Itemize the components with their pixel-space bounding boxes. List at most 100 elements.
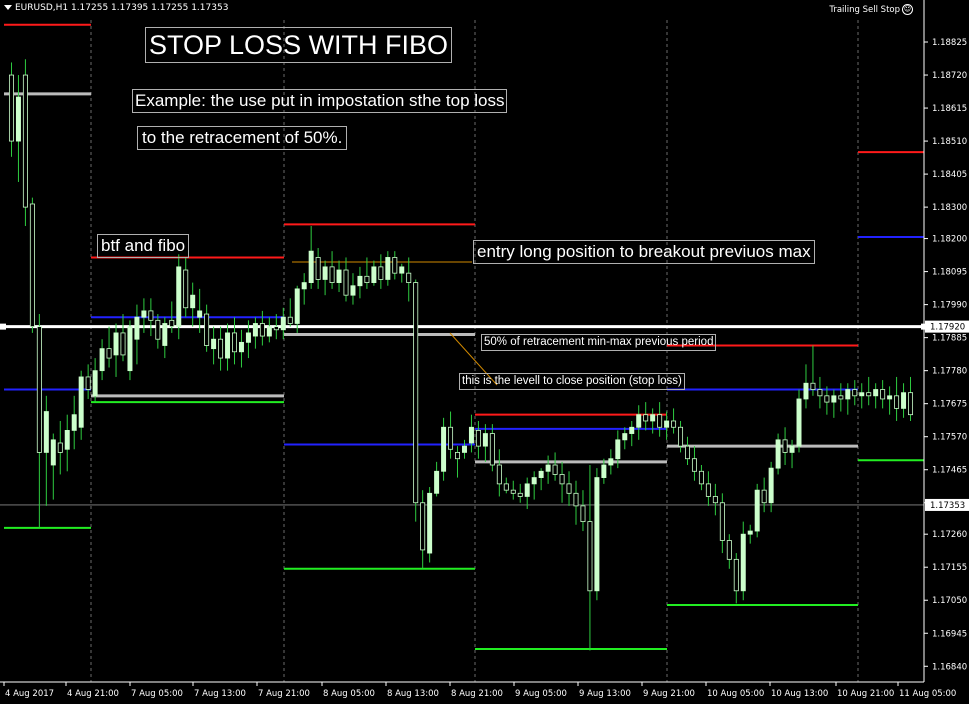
smiley-icon[interactable]: ☺ — [902, 4, 913, 15]
candle-body-61 — [434, 470, 440, 494]
symbol-label: EURUSD,H1 1.17255 1.17395 1.17255 1.1735… — [15, 3, 229, 13]
x-tick-label-5: 8 Aug 05:00 — [323, 689, 375, 699]
candle-body-39 — [280, 316, 286, 331]
stoploss-pointer-line — [449, 332, 498, 386]
candle-body-38 — [273, 326, 279, 331]
candle-body-71 — [503, 483, 509, 491]
y-tick-label-18: 1.16945 — [932, 629, 967, 639]
candle-body-28 — [204, 313, 210, 346]
symbol-header[interactable]: EURUSD,H1 1.17255 1.17395 1.17255 1.1735… — [4, 3, 228, 13]
candle-body-105 — [740, 533, 746, 592]
chart-note-example-line1[interactable]: Example: the use put in impostation sthe… — [132, 89, 508, 113]
candle-body-59 — [420, 502, 426, 551]
candle-body-101 — [712, 496, 718, 504]
y-tick-label-9: 1.17885 — [932, 334, 967, 344]
candle-body-67 — [475, 430, 481, 447]
candle-body-9 — [71, 414, 77, 431]
candle-body-30 — [218, 338, 224, 359]
dropdown-triangle-icon[interactable] — [4, 5, 12, 10]
candle-body-17 — [127, 326, 133, 372]
candle-body-26 — [190, 294, 196, 309]
candle-body-98 — [691, 458, 697, 472]
level-price-tag — [925, 320, 969, 333]
candle-body-77 — [545, 464, 551, 472]
candle-body-5 — [43, 411, 49, 453]
grid-lines — [90, 20, 859, 682]
candle-body-92 — [650, 414, 656, 422]
x-tick-label-10: 9 Aug 21:00 — [643, 689, 695, 699]
candle-body-51 — [364, 275, 370, 283]
y-tick-label-5: 1.18300 — [932, 203, 967, 213]
candle-body-103 — [726, 540, 732, 560]
candle-body-10 — [78, 376, 84, 428]
candle-body-91 — [643, 414, 649, 422]
candle-body-29 — [211, 338, 217, 350]
x-tick-label-0: 4 Aug 2017 — [5, 689, 54, 699]
y-tick-label-19: 1.16840 — [932, 662, 967, 672]
x-tick-label-14: 11 Aug 05:00 — [899, 689, 956, 699]
expert-advisor-label[interactable]: Trailing Sell Stop ☺ — [829, 4, 913, 15]
candle-body-94 — [664, 420, 670, 428]
candle-body-19 — [141, 310, 147, 318]
chart-note-title[interactable]: STOP LOSS WITH FIBO — [145, 27, 453, 63]
y-tick-label-0: 1.18825 — [932, 38, 967, 48]
candle-body-41 — [294, 288, 300, 324]
chart-note-fifty[interactable]: 50% of retracement min-max previous peri… — [481, 334, 717, 351]
candle-body-83 — [587, 521, 593, 592]
candle-body-34 — [245, 332, 251, 343]
candle-body-73 — [517, 492, 523, 497]
candle-body-25 — [183, 269, 189, 309]
candle-body-43 — [308, 250, 314, 283]
candle-body-102 — [719, 502, 725, 541]
candle-body-104 — [733, 558, 739, 592]
candle-body-110 — [775, 439, 781, 469]
y-tick-label-16: 1.17155 — [932, 563, 967, 573]
candle-body-107 — [754, 489, 760, 532]
candle-body-8 — [64, 430, 70, 450]
chart-note-stoploss[interactable]: this is the levell to close position (st… — [459, 373, 685, 390]
candle-body-121 — [852, 389, 858, 397]
candle-body-76 — [538, 470, 544, 478]
y-tick-label-13: 1.17465 — [932, 466, 967, 476]
candle-body-24 — [176, 266, 182, 328]
x-tick-label-6: 8 Aug 13:00 — [387, 689, 439, 699]
y-tick-label-17: 1.17050 — [932, 596, 967, 606]
x-tick-label-13: 10 Aug 21:00 — [837, 689, 894, 699]
level-price-tag-label: 1.17920 — [930, 323, 965, 333]
candle-body-111 — [782, 439, 788, 453]
chart-note-entry[interactable]: entry long position to breakout previuos… — [473, 240, 815, 264]
chart-note-btf[interactable]: btf and fibo — [97, 234, 190, 258]
candle-body-119 — [838, 395, 844, 400]
candle-body-49 — [350, 285, 356, 296]
x-tick-label-2: 7 Aug 05:00 — [131, 689, 183, 699]
x-tick-label-11: 10 Aug 05:00 — [707, 689, 764, 699]
candle-body-109 — [768, 467, 774, 504]
candle-body-82 — [580, 505, 586, 523]
candle-body-33 — [238, 341, 244, 353]
candle-body-53 — [378, 266, 384, 280]
y-tick-label-8: 1.17990 — [932, 301, 967, 311]
candle-body-84 — [594, 477, 600, 592]
candle-body-12 — [92, 370, 98, 397]
y-tick-label-12: 1.17570 — [932, 433, 967, 443]
candle-body-65 — [461, 445, 467, 453]
candle-body-87 — [615, 439, 621, 460]
candle-body-81 — [573, 492, 579, 507]
candle-body-74 — [524, 483, 530, 497]
candle-body-42 — [301, 282, 307, 290]
candle-body-11 — [85, 376, 91, 390]
candle-body-2 — [22, 74, 28, 208]
candle-body-21 — [155, 319, 161, 340]
candle-body-95 — [671, 420, 677, 428]
chart-note-example-line2[interactable]: to the retracement of 50%. — [137, 126, 348, 150]
candle-body-46 — [329, 266, 335, 283]
candle-body-55 — [392, 257, 398, 274]
candle-body-126 — [887, 395, 893, 400]
candle-body-35 — [252, 323, 258, 337]
candle-body-122 — [859, 392, 865, 397]
candle-body-1 — [15, 96, 21, 142]
candle-body-44 — [315, 257, 321, 280]
candle-body-78 — [552, 464, 558, 475]
candle-body-52 — [371, 266, 377, 283]
